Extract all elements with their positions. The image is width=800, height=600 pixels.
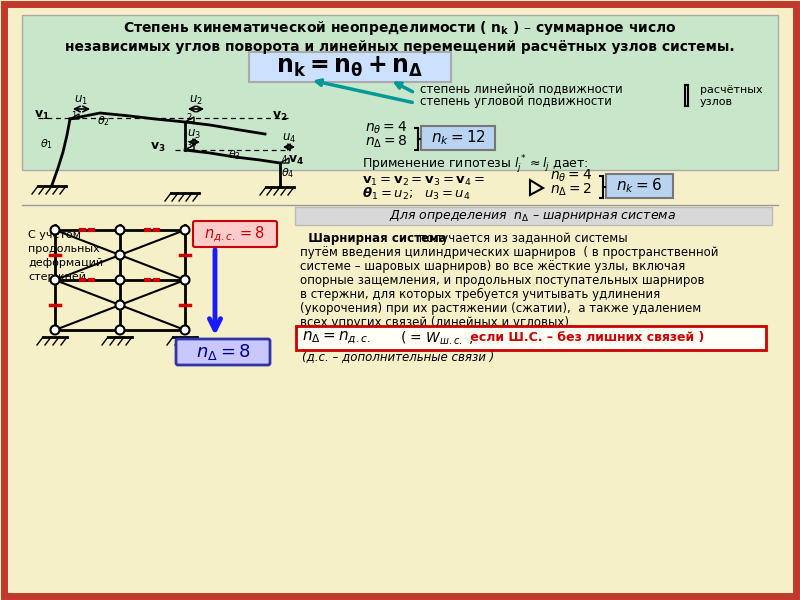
Text: $u_3$: $u_3$ xyxy=(187,128,201,141)
Text: ( = $W_{ш.с.}$ ,: ( = $W_{ш.с.}$ , xyxy=(400,329,474,347)
Text: в стержни, для которых требуется учитывать удлинения: в стержни, для которых требуется учитыва… xyxy=(300,288,660,301)
Text: 4: 4 xyxy=(282,154,286,163)
Text: путём введения цилиндрических шарниров  ( в пространственной: путём введения цилиндрических шарниров (… xyxy=(300,246,718,259)
Text: $n_{д.с.} = 8$: $n_{д.с.} = 8$ xyxy=(205,224,266,244)
Text: опорные защемления, и продольных поступательных шарниров: опорные защемления, и продольных поступа… xyxy=(300,274,705,287)
Text: $\theta_2$: $\theta_2$ xyxy=(97,114,110,128)
Circle shape xyxy=(181,325,190,335)
Circle shape xyxy=(181,226,190,235)
Text: $\boldsymbol{\theta}_1 = u_2;\ \ u_3 = u_4$: $\boldsymbol{\theta}_1 = u_2;\ \ u_3 = u… xyxy=(362,186,470,202)
Text: (укорочения) при их растяжении (сжатии),  а также удалением: (укорочения) при их растяжении (сжатии),… xyxy=(300,302,702,315)
Text: $n_\theta = 4$: $n_\theta = 4$ xyxy=(550,168,592,184)
Text: всех упругих связей (линейных и угловых).: всех упругих связей (линейных и угловых)… xyxy=(300,316,573,329)
Text: (д.с. – дополнительные связи ): (д.с. – дополнительные связи ) xyxy=(302,350,494,364)
FancyBboxPatch shape xyxy=(296,326,766,350)
Text: $\mathbf{v_4}$: $\mathbf{v_4}$ xyxy=(288,154,304,167)
Text: $n_k = 6$: $n_k = 6$ xyxy=(616,176,662,196)
Text: 3: 3 xyxy=(186,142,192,151)
Circle shape xyxy=(115,251,125,259)
Text: $\theta_3$: $\theta_3$ xyxy=(228,148,241,162)
Circle shape xyxy=(115,275,125,284)
Text: Степень кинематической неопределимости ( $\mathbf{n_k}$ ) – суммарное число: Степень кинематической неопределимости (… xyxy=(123,19,677,37)
Text: $n_\Delta = 8$: $n_\Delta = 8$ xyxy=(365,134,408,151)
FancyBboxPatch shape xyxy=(176,339,270,365)
Text: $u_1$: $u_1$ xyxy=(74,94,88,107)
Text: степень угловой подвижности: степень угловой подвижности xyxy=(420,95,612,109)
Circle shape xyxy=(50,325,59,335)
Text: 2: 2 xyxy=(186,113,192,122)
Text: системе – шаровых шарниров) во все жёсткие узлы, включая: системе – шаровых шарниров) во все жёстк… xyxy=(300,260,686,273)
Text: получается из заданной системы: получается из заданной системы xyxy=(415,232,628,245)
Text: $\mathbf{v_3}$: $\mathbf{v_3}$ xyxy=(150,141,166,154)
Circle shape xyxy=(115,301,125,310)
Text: $n_\Delta = 8$: $n_\Delta = 8$ xyxy=(195,342,250,362)
FancyBboxPatch shape xyxy=(606,174,673,198)
FancyBboxPatch shape xyxy=(249,52,451,82)
FancyBboxPatch shape xyxy=(421,126,495,150)
Bar xyxy=(22,15,778,170)
Text: независимых углов поворота и линейных перемещений расчётных узлов системы.: независимых углов поворота и линейных пе… xyxy=(65,40,735,54)
Bar xyxy=(295,207,772,225)
Circle shape xyxy=(50,226,59,235)
Text: $\theta_4$: $\theta_4$ xyxy=(281,166,294,180)
Text: $\mathbf{v}_1 = \mathbf{v}_2 = \mathbf{v}_3 = \mathbf{v}_4 =$: $\mathbf{v}_1 = \mathbf{v}_2 = \mathbf{v… xyxy=(362,175,485,188)
Text: $n_\Delta = n_{д.с.}$: $n_\Delta = n_{д.с.}$ xyxy=(302,329,370,346)
Text: С учётом
продольных
деформаций
стержней: С учётом продольных деформаций стержней xyxy=(28,230,103,282)
Text: $n_k = 12$: $n_k = 12$ xyxy=(430,128,486,148)
Text: $n_\Delta = 2$: $n_\Delta = 2$ xyxy=(550,182,592,199)
Text: Применение гипотезы $l_j^* \approx l_j$ дает:: Применение гипотезы $l_j^* \approx l_j$ … xyxy=(362,154,589,176)
Circle shape xyxy=(181,275,190,284)
Text: если Ш.С. – без лишних связей ): если Ш.С. – без лишних связей ) xyxy=(466,331,704,344)
Text: $u_2$: $u_2$ xyxy=(189,94,203,107)
Text: расчётных
узлов: расчётных узлов xyxy=(700,85,762,107)
Text: $\theta_1$: $\theta_1$ xyxy=(40,137,53,151)
Text: $u_4$: $u_4$ xyxy=(282,132,296,145)
Text: Шарнирная система: Шарнирная система xyxy=(300,232,446,245)
Circle shape xyxy=(50,275,59,284)
Circle shape xyxy=(115,325,125,335)
Text: $\mathbf{n_k = n_\theta + n_\Delta}$: $\mathbf{n_k = n_\theta + n_\Delta}$ xyxy=(276,55,424,79)
Text: $\mathbf{v_1}$: $\mathbf{v_1}$ xyxy=(34,109,50,122)
Text: $\mathbf{v_2}$: $\mathbf{v_2}$ xyxy=(272,110,288,123)
Circle shape xyxy=(115,226,125,235)
Text: $n_\theta = 4$: $n_\theta = 4$ xyxy=(365,120,407,136)
FancyBboxPatch shape xyxy=(193,221,277,247)
Text: Для определения  $n_\Delta$ – шарнирная система: Для определения $n_\Delta$ – шарнирная с… xyxy=(390,208,677,224)
Text: степень линейной подвижности: степень линейной подвижности xyxy=(420,83,622,97)
Text: 1: 1 xyxy=(71,110,77,119)
